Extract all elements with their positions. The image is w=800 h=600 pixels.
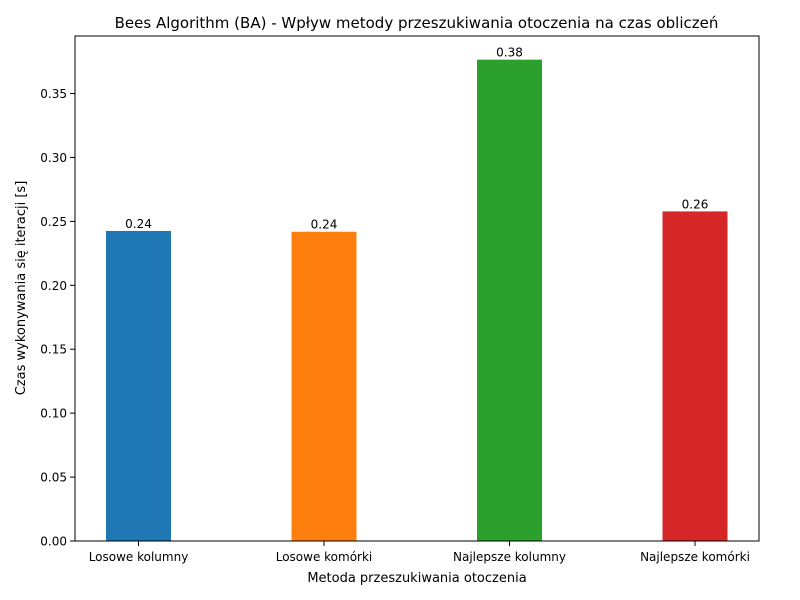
bars — [106, 59, 728, 542]
chart-title: Bees Algorithm (BA) - Wpływ metody przes… — [115, 14, 719, 32]
x-tick-label: Najlepsze kolumny — [453, 550, 566, 564]
bar — [662, 211, 728, 541]
x-tick-label: Najlepsze komórki — [640, 550, 750, 564]
bar — [106, 230, 171, 541]
x-tick-label: Losowe komórki — [276, 550, 373, 564]
bar-value-label: 0.24 — [125, 217, 152, 231]
y-tick-label: 0.20 — [40, 279, 67, 293]
y-tick-label: 0.15 — [40, 343, 67, 357]
bar — [477, 59, 542, 542]
x-axis-label: Metoda przeszukiwania otoczenia — [307, 571, 526, 586]
y-tick-label: 0.35 — [40, 87, 67, 101]
bar — [291, 231, 357, 541]
plot-area-frame — [74, 35, 760, 542]
y-tick-label: 0.00 — [40, 535, 67, 549]
bar-value-label: 0.38 — [496, 46, 523, 60]
y-tick-label: 0.30 — [40, 151, 67, 165]
x-tick-label: Losowe kolumny — [89, 550, 189, 564]
bar-value-label: 0.26 — [682, 197, 709, 211]
x-axis-ticks: Losowe kolumny Losowe komórki Najlepsze ko… — [89, 541, 750, 564]
y-axis-label: Czas wykonywania się iteracji [s] — [14, 181, 29, 396]
bar-value-labels: 0.24 0.24 0.38 0.26 — [125, 46, 708, 232]
y-tick-label: 0.10 — [40, 407, 67, 421]
y-axis-ticks: 0.00 0.05 0.10 0.15 0.20 0.25 0.30 0.35 — [40, 87, 75, 549]
bar-value-label: 0.24 — [311, 218, 338, 232]
y-tick-label: 0.05 — [40, 471, 67, 485]
y-tick-label: 0.25 — [40, 215, 67, 229]
